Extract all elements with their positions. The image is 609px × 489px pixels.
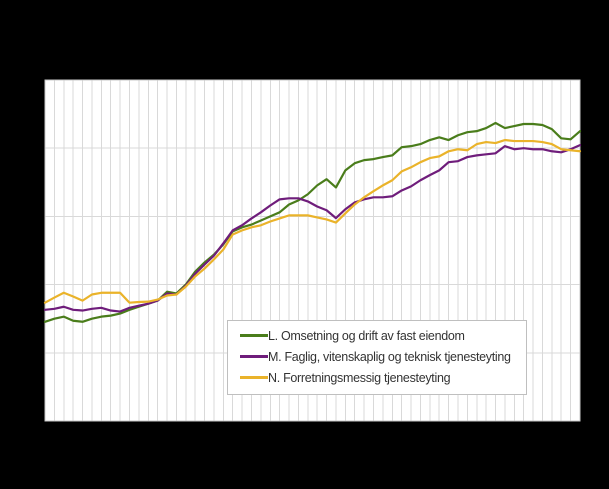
- legend-label: M. Faglig, vitenskaplig og teknisk tjene…: [268, 349, 511, 364]
- series-line-1: [43, 144, 582, 313]
- legend-item[interactable]: M. Faglig, vitenskaplig og teknisk tjene…: [240, 346, 516, 367]
- legend: L. Omsetning og drift av fast eiendom M.…: [227, 320, 527, 395]
- legend-line-swatch-orange: [240, 376, 268, 379]
- legend-line-swatch-green: [240, 334, 268, 337]
- legend-label: L. Omsetning og drift av fast eiendom: [268, 328, 465, 343]
- plot-border: [44, 79, 581, 422]
- legend-item[interactable]: N. Forretningsmessig tjenesteyting: [240, 367, 516, 388]
- legend-line-swatch-purple: [240, 355, 268, 358]
- series-line-0: [43, 121, 582, 323]
- legend-label: N. Forretningsmessig tjenesteyting: [268, 370, 451, 385]
- series-line-2: [43, 138, 582, 304]
- legend-item[interactable]: L. Omsetning og drift av fast eiendom: [240, 325, 516, 346]
